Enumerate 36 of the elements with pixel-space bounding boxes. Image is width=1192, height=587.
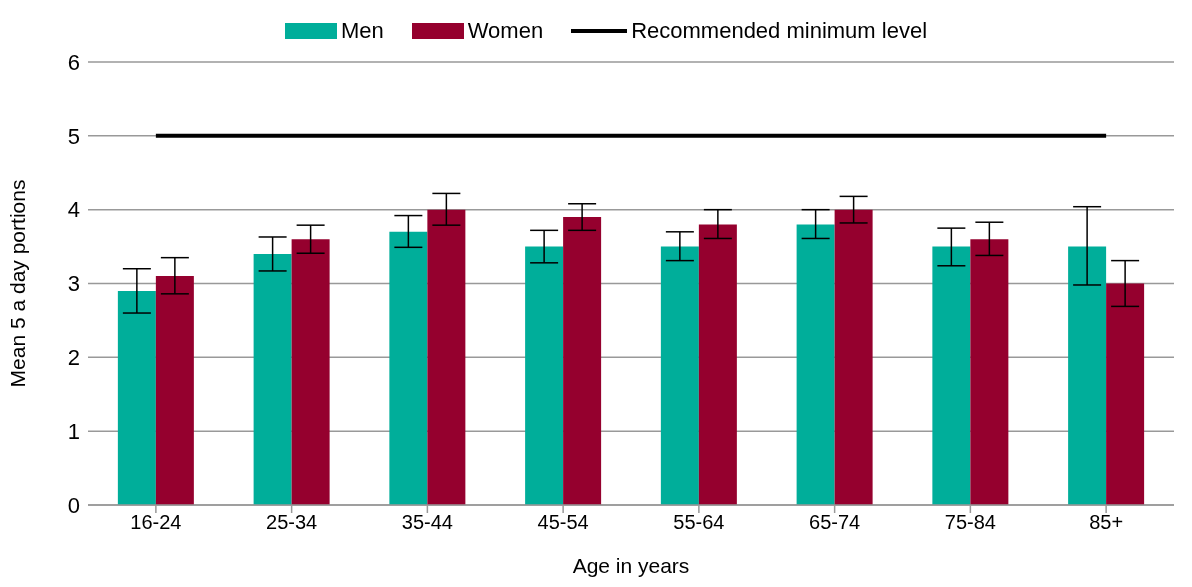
bar — [525, 246, 564, 505]
bar — [1106, 283, 1145, 505]
x-tick-label: 75-84 — [944, 511, 996, 534]
bar — [117, 290, 156, 505]
x-tick-label: 45-54 — [537, 511, 589, 534]
bar — [932, 246, 971, 505]
y-tick-label: 5 — [67, 123, 80, 149]
x-tick-label: 25-34 — [266, 511, 318, 534]
bar — [1068, 246, 1107, 505]
bar — [427, 209, 466, 505]
bar — [834, 209, 873, 505]
x-tick-label: 55-64 — [673, 511, 725, 534]
y-tick-label: 2 — [67, 345, 80, 371]
bar — [660, 246, 699, 505]
x-tick-label: 16-24 — [130, 511, 182, 534]
y-tick-label: 1 — [67, 418, 80, 444]
bar — [253, 253, 292, 505]
bar — [796, 224, 835, 505]
x-tick-label: 65-74 — [809, 511, 861, 534]
legend-label: Women — [467, 18, 544, 44]
bar — [970, 239, 1009, 505]
y-tick-label: 6 — [67, 49, 80, 75]
bar — [698, 224, 737, 505]
x-tick-label: 35-44 — [401, 511, 453, 534]
bar — [155, 276, 194, 505]
x-axis-title: Age in years — [572, 554, 690, 577]
x-tick-label: 85+ — [1089, 511, 1124, 534]
bar — [291, 239, 330, 505]
y-tick-label: 0 — [67, 492, 80, 518]
bar — [563, 217, 602, 505]
y-axis-title: Mean 5 a day portions — [6, 179, 30, 388]
legend-label: Recommended minimum level — [631, 18, 928, 44]
y-tick-label: 4 — [67, 197, 80, 223]
y-tick-label: 3 — [67, 271, 80, 297]
bar — [389, 231, 428, 505]
legend-label: Men — [340, 18, 384, 44]
